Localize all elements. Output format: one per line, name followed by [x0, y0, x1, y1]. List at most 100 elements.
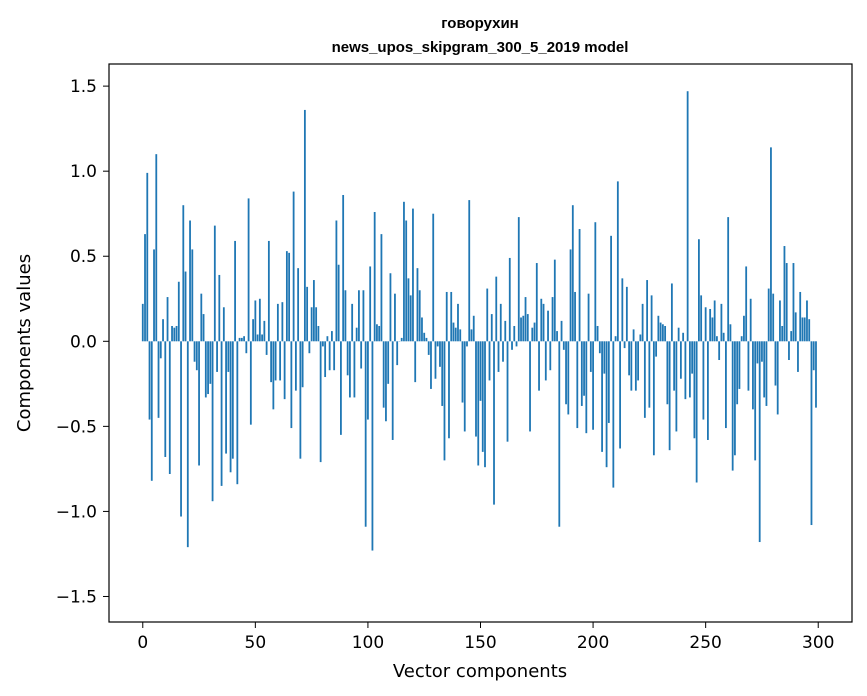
bar-277: [765, 341, 768, 406]
bar-9: [162, 319, 164, 342]
bar-152: [484, 341, 486, 468]
bar-67: [292, 191, 295, 342]
bar-212: [619, 341, 621, 449]
bar-63: [283, 341, 286, 400]
bar-124: [421, 317, 423, 342]
bar-93: [351, 303, 354, 342]
bar-199: [589, 341, 592, 372]
bar-99: [364, 341, 367, 527]
bar-53: [261, 334, 263, 342]
bar-248: [700, 295, 703, 342]
bar-29: [207, 341, 209, 395]
bar-92: [349, 341, 351, 398]
bar-153: [486, 288, 489, 342]
bar-246: [695, 341, 698, 483]
bar-33: [216, 341, 218, 372]
bar-266: [740, 336, 743, 342]
bar-276: [763, 341, 766, 398]
bar-75: [310, 307, 313, 342]
bar-263: [734, 341, 736, 456]
bar-270: [749, 298, 752, 342]
bar-284: [781, 325, 784, 342]
bar-80: [321, 341, 324, 347]
bar-151: [481, 341, 484, 452]
bar-128: [430, 341, 432, 389]
bar-107: [382, 341, 385, 408]
bar-288: [790, 331, 793, 342]
bar-32: [213, 225, 216, 342]
bar-217: [630, 341, 633, 391]
bar-272: [754, 341, 757, 461]
bar-261: [729, 324, 732, 342]
bar-299: [815, 341, 817, 408]
bar-69: [297, 268, 300, 342]
bar-240: [682, 332, 685, 342]
bar-117: [405, 220, 408, 342]
bar-235: [670, 283, 673, 342]
bar-4: [150, 341, 153, 481]
bar-280: [772, 293, 775, 342]
bar-227: [652, 341, 655, 456]
bar-89: [342, 194, 345, 342]
bar-244: [691, 341, 694, 374]
bar-11: [166, 297, 169, 342]
bar-76: [312, 280, 315, 342]
bar-48: [249, 341, 252, 425]
bar-10: [164, 341, 167, 457]
bar-62: [281, 302, 284, 342]
bar-150: [479, 341, 482, 401]
bar-243: [688, 341, 691, 398]
bar-239: [679, 341, 682, 379]
bar-293: [801, 317, 804, 342]
bar-125: [423, 332, 426, 342]
bar-285: [783, 246, 786, 342]
bar-232: [664, 325, 667, 342]
bar-133: [441, 341, 444, 406]
bar-21: [189, 220, 191, 342]
bar-106: [380, 234, 383, 342]
bar-195: [580, 341, 583, 406]
bar-204: [601, 341, 603, 452]
bar-259: [725, 341, 727, 429]
bar-83: [328, 341, 331, 371]
bar-140: [457, 303, 459, 342]
bar-193: [576, 341, 579, 429]
bar-287: [788, 341, 790, 361]
bar-146: [470, 329, 473, 342]
bar-136: [448, 341, 450, 439]
bar-176: [538, 341, 540, 391]
bar-250: [704, 307, 707, 342]
plot-frame: [108, 63, 853, 623]
bar-292: [799, 291, 802, 342]
bar-167: [517, 217, 520, 342]
bar-230: [659, 322, 662, 342]
bar-247: [698, 239, 700, 342]
bar-37: [225, 341, 227, 454]
bar-132: [439, 341, 441, 367]
bar-12: [168, 341, 171, 474]
bar-19: [184, 271, 187, 342]
bar-258: [722, 332, 725, 342]
bar-190: [569, 249, 572, 342]
y-axis-label: Components values: [14, 254, 35, 432]
bar-168: [520, 317, 522, 342]
y-axis-ticks: −1.5 −1.0 −0.5 0.0 0.5 1.0 1.5: [56, 77, 109, 607]
bar-97: [360, 341, 363, 369]
bar-123: [418, 290, 421, 342]
bar-50: [254, 300, 257, 342]
bar-91: [346, 341, 349, 376]
bar-71: [301, 341, 304, 388]
bar-290: [794, 312, 797, 342]
bar-120: [412, 208, 414, 342]
bar-185: [558, 341, 561, 527]
bar-54: [263, 320, 266, 342]
bar-15: [175, 325, 178, 342]
bar-173: [531, 327, 534, 342]
bar-297: [810, 341, 813, 526]
bar-0: [141, 303, 144, 342]
bar-228: [655, 341, 658, 357]
bar-291: [797, 341, 799, 372]
y-tick-label-3: 0.0: [70, 332, 97, 352]
bar-234: [668, 341, 671, 451]
bar-64: [285, 251, 288, 342]
